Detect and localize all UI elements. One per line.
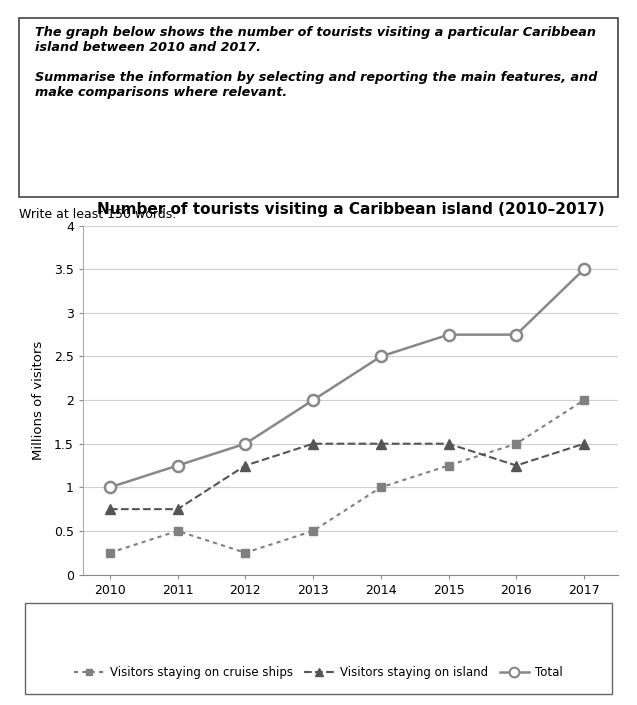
Text: The graph below shows the number of tourists visiting a particular Caribbean
isl: The graph below shows the number of tour…	[35, 26, 598, 99]
Title: Number of tourists visiting a Caribbean island (2010–2017): Number of tourists visiting a Caribbean …	[97, 202, 604, 217]
Y-axis label: Millions of visitors: Millions of visitors	[32, 341, 45, 460]
Legend: Visitors staying on cruise ships, Visitors staying on island, Total: Visitors staying on cruise ships, Visito…	[69, 661, 568, 684]
Text: Write at least 150 words.: Write at least 150 words.	[19, 208, 176, 221]
